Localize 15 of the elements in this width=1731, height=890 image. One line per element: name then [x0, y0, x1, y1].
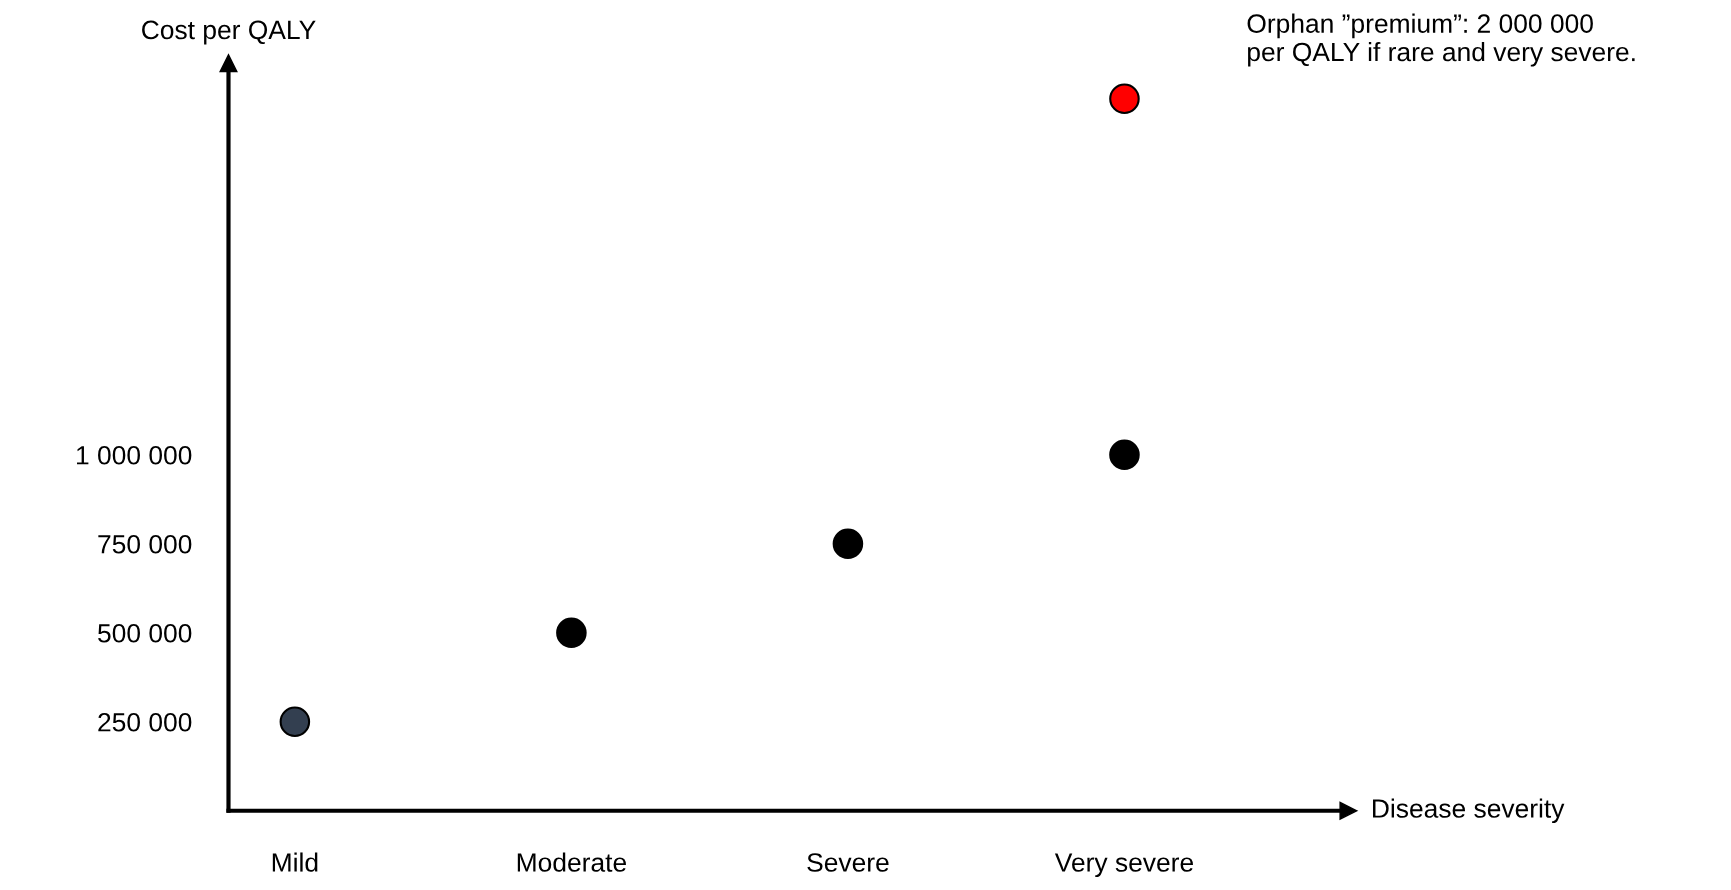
x-tick-label: Mild — [272, 852, 318, 872]
y-tick-label: 750 000 — [98, 534, 192, 554]
x-tick-label: Severe — [807, 853, 889, 872]
x-axis-title: Disease severity — [1373, 798, 1565, 824]
point — [1109, 439, 1140, 471]
y-tick-label: 1 000 000 — [77, 445, 192, 465]
y-tick-label: 250 000 — [98, 712, 192, 732]
x-tick-label: Moderate — [517, 852, 626, 872]
point — [556, 617, 587, 649]
y-axis-title: Cost per QALY — [142, 20, 316, 45]
x-tick-label: Very severe — [1054, 853, 1193, 878]
y-tick-label: 500 000 — [98, 623, 192, 643]
point — [279, 706, 311, 738]
annotation: Orphan ”premium”: 2 000 000 per QALY if rare and very severe. — [1247, 13, 1635, 67]
point — [832, 528, 864, 560]
